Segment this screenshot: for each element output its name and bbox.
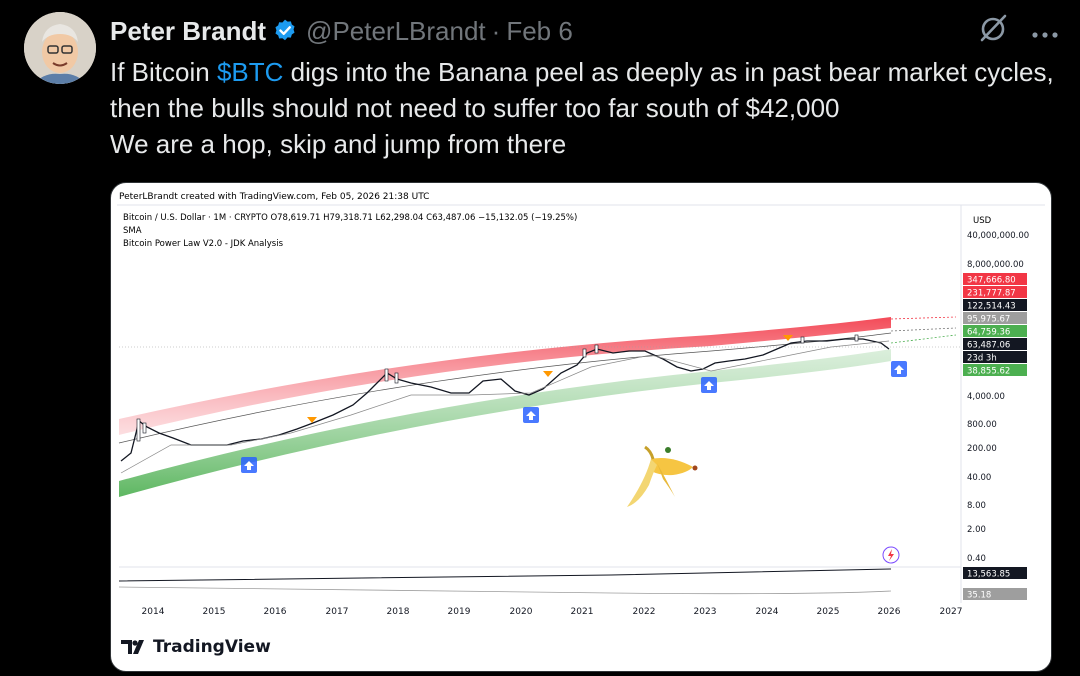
x-tick: 2016 [264,607,287,617]
y-tick: 40.00 [967,473,991,483]
candle-markers [136,334,859,442]
banana-peel-icon [627,445,698,507]
avatar[interactable] [24,12,96,84]
x-tick: 2017 [326,607,349,617]
x-tick: 2021 [571,607,594,617]
tweet-header: Peter Brandt @PeterLBrandt · Feb 6 [110,14,1060,48]
chart-indicator-label: Bitcoin Power Law V2.0 - JDK Analysis [123,239,284,249]
x-tick: 2024 [756,607,779,617]
y-tick: 4,000.00 [967,392,1005,402]
x-tick: 2019 [448,607,471,617]
author-handle[interactable]: @PeterLBrandt [306,15,486,46]
tradingview-logo[interactable]: TradingView [121,637,271,657]
separator-dot: · [491,15,501,46]
price-label-box [963,273,1027,285]
price-label-text: 13,563.85 [967,570,1010,580]
price-label-text: 231,777.87 [967,289,1016,299]
tweet-media-chart[interactable]: PeterLBrandt created with TradingView.co… [110,182,1052,672]
up-arrow-marker-icon [241,361,907,473]
verified-badge-icon [272,18,298,44]
sub-labels: 13,563.85 35.18 [963,567,1027,601]
grok-slash-icon[interactable] [978,13,1008,50]
y-tick: 800.00 [967,420,997,430]
power-law-upper-band [119,317,891,435]
price-label-box [963,588,1027,600]
price-label-text: 38,855.62 [967,367,1010,377]
tradingview-chart: PeterLBrandt created with TradingView.co… [117,192,1045,617]
y-tick: 0.40 [967,554,986,564]
x-axis: 2014 2015 2016 2017 2018 2019 2020 2021 … [142,607,963,617]
price-label-text: 35.18 [967,591,991,601]
x-tick: 2025 [817,607,840,617]
tradingview-brand: TradingView [153,637,271,657]
y-tick: 8.00 [967,501,986,511]
price-series [120,338,890,462]
power-law-lower-band [119,349,891,497]
y-tick: 200.00 [967,444,997,454]
price-label-box [963,351,1027,363]
x-tick: 2023 [694,607,717,617]
y-tick: 40,000,000.00 [967,231,1029,241]
price-label-box [963,299,1027,311]
chart-symbol-line: Bitcoin / U.S. Dollar · 1M · CRYPTO O78,… [123,213,577,223]
price-labels: 347,666.80 231,777.87 122,514.43 95,975.67 6… [963,273,1027,377]
sub-indicator-line-2 [118,586,892,595]
cashtag-link[interactable]: $BTC [216,57,284,87]
price-label-box [963,364,1027,376]
price-label-box [963,286,1027,298]
x-tick: 2014 [142,607,165,617]
sub-indicator-line [118,568,892,582]
price-label-text: 347,666.80 [967,276,1016,286]
x-tick: 2018 [387,607,410,617]
price-label-text: 63,487.06 [967,341,1010,351]
tweet-text-line2: We are a hop, skip and jump from there [110,129,567,159]
tweet-date[interactable]: Feb 6 [506,15,573,46]
y-tick: 8,000,000.00 [967,260,1024,270]
price-label-text: 64,759.36 [967,328,1010,338]
tweet-text-rest: digs into the Banana peel as deeply as i… [110,57,1054,123]
x-tick: 2015 [203,607,226,617]
price-label-box [963,567,1027,579]
y-axis: 40,000,000.00 8,000,000.00 4,000.00 800.… [967,231,1029,564]
more-dots-icon[interactable] [1030,16,1060,47]
currency-label: USD [973,216,992,226]
sma-series [120,340,890,474]
author-name[interactable]: Peter Brandt [110,15,267,46]
tweet-text: If Bitcoin $BTC digs into the Banana pee… [110,54,1060,162]
x-tick: 2027 [940,607,963,617]
down-arrow-marker-icon [307,335,793,423]
chart-sma-label: SMA [123,226,142,236]
price-label-text: 122,514.43 [967,302,1016,312]
y-tick: 2.00 [967,525,986,535]
chart-created-text: PeterLBrandt created with TradingView.co… [119,192,429,202]
price-label-text: 95,975.67 [967,315,1010,325]
x-tick: 2022 [633,607,656,617]
x-tick: 2026 [878,607,901,617]
tweet-text-start: If Bitcoin [110,57,217,87]
price-label-text: 23d 3h [967,354,997,364]
price-label-box [963,312,1027,324]
price-label-box [963,325,1027,337]
x-tick: 2020 [510,607,533,617]
price-label-box [963,338,1027,350]
tradingview-logo-icon [121,640,144,654]
